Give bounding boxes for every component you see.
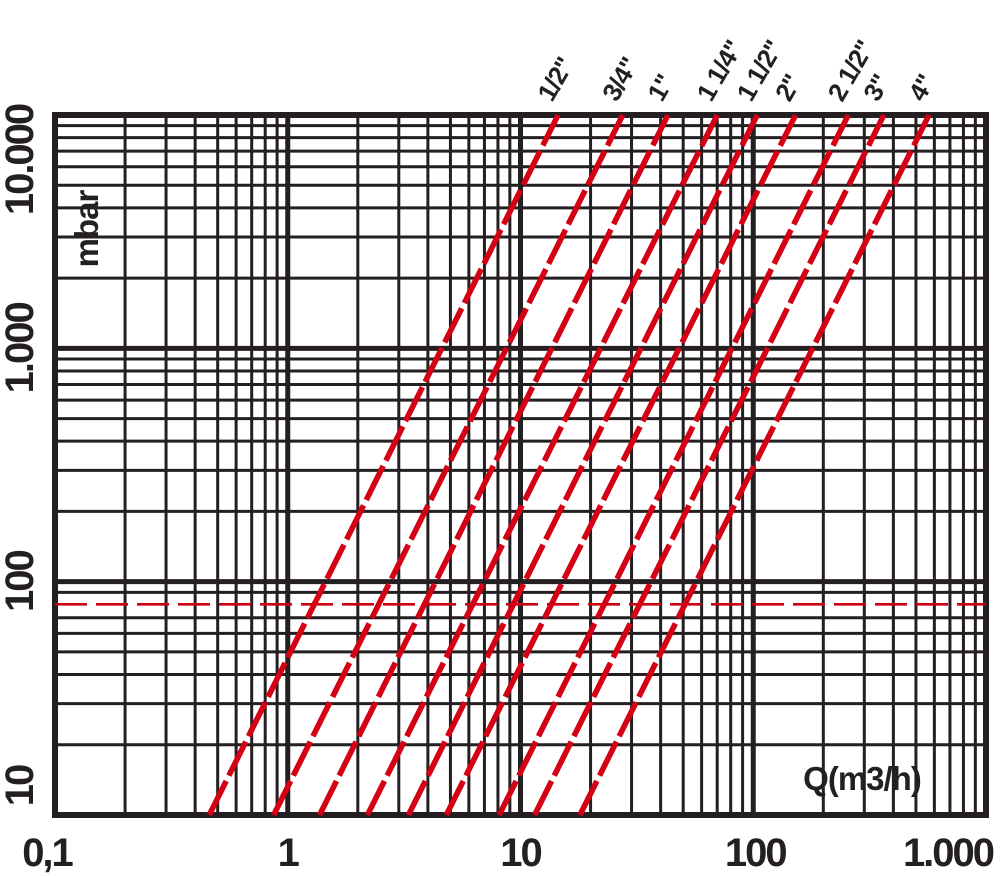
x-tick-label-100: 100: [725, 831, 786, 875]
x-tick-label-1: 1: [278, 831, 300, 875]
pipe-size-label-3-4-in: 3/4": [596, 52, 644, 106]
curve-2-in: [443, 113, 799, 817]
y-tick-label-1-000: 1.000: [0, 303, 42, 394]
curve-2-1-2-in: [496, 113, 851, 817]
curve-3-in: [532, 113, 887, 817]
y-tick-label-10: 10: [0, 765, 42, 806]
curve-4-in: [577, 113, 932, 817]
pipe-size-label-2-in: 2": [769, 70, 807, 106]
y-tick-label-100: 100: [0, 551, 42, 612]
curve-1-2-in: [206, 113, 561, 817]
y-tick-label-10-000: 10.000: [0, 104, 42, 215]
curve-3-4-in: [271, 113, 626, 817]
grid-major-layer: [55, 115, 986, 815]
curve-1-1-2-in: [405, 113, 760, 817]
curve-1-1-4-in: [364, 113, 720, 817]
pipe-size-labels-layer: 1/2" 3/4"1" 1 1/4"1 1/2"2" 2 1/2"3" 4": [531, 35, 940, 106]
curves-layer: [206, 113, 932, 817]
pipe-size-label-1-2-in: 1/2": [531, 52, 579, 106]
plot-border: [52, 112, 989, 818]
curve-1-in: [317, 113, 671, 817]
x-tick-label-10: 10: [500, 831, 541, 875]
pipe-size-label-1-in: 1": [641, 70, 679, 106]
plot-border-layer: [52, 112, 989, 818]
tick-labels-layer: 10 100 1.000 10.000 0,1 1 10 100 1.000: [0, 104, 996, 875]
y-axis-label: mbar: [68, 189, 105, 267]
x-axis-label: Q(m3/h): [803, 760, 921, 797]
x-tick-label-1-000: 1.000: [903, 831, 994, 875]
x-tick-label-0-1: 0,1: [22, 831, 73, 875]
pipe-size-label-4-in: 4": [902, 70, 940, 106]
